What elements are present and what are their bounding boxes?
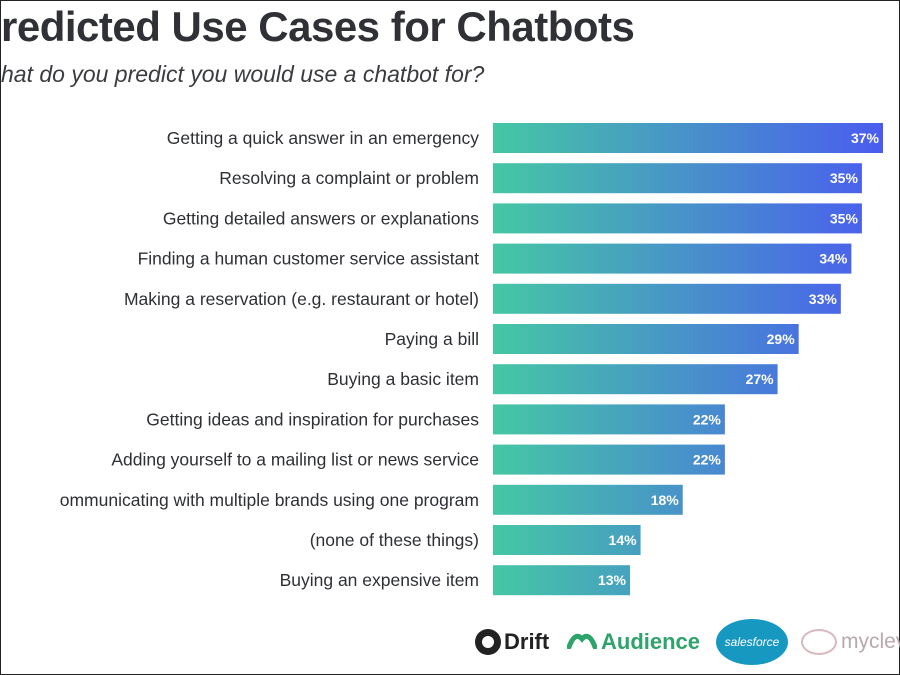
sponsor-logos: Drift Audience salesforce myclev [471, 617, 900, 669]
category-label: Adding yourself to a mailing list or new… [111, 450, 479, 470]
value-label: 22% [693, 452, 722, 468]
value-label: 22% [693, 411, 722, 427]
category-label: Getting detailed answers or explanations [163, 208, 479, 228]
drift-logo: Drift [475, 629, 549, 655]
myclever-logo-text: myclev [841, 630, 900, 653]
value-label: 34% [819, 251, 848, 267]
audience-logo-icon [566, 629, 598, 655]
bar [493, 364, 778, 395]
category-label: Resolving a complaint or problem [219, 168, 479, 188]
value-label: 18% [651, 492, 680, 508]
bar [493, 565, 631, 596]
value-label: 35% [830, 170, 859, 186]
value-label: 35% [830, 210, 859, 226]
audience-logo: Audience [566, 629, 701, 655]
chart-title: redicted Use Cases for Chatbots [1, 3, 635, 50]
chart-subtitle: hat do you predict you would use a chatb… [1, 61, 485, 87]
bar [493, 163, 862, 194]
value-label: 29% [767, 331, 796, 347]
bar [493, 203, 862, 234]
salesforce-logo-text: salesforce [724, 635, 780, 649]
myclever-logo-icon [801, 629, 837, 655]
myclever-logo: myclev [801, 629, 900, 655]
category-label: ommunicating with multiple brands using … [60, 490, 479, 510]
bar [493, 123, 883, 153]
category-label: Finding a human customer service assista… [138, 249, 480, 269]
bar [493, 283, 841, 314]
value-label: 27% [746, 371, 775, 387]
salesforce-logo: salesforce [716, 619, 788, 665]
bar [493, 484, 683, 515]
category-label: Buying a basic item [327, 369, 479, 389]
drift-logo-text: Drift [504, 629, 550, 654]
value-label: 13% [598, 572, 627, 588]
drift-logo-icon [475, 629, 501, 655]
value-label: 37% [851, 130, 880, 146]
value-label: 14% [609, 532, 638, 548]
category-label: Getting a quick answer in an emergency [167, 128, 479, 148]
bars-group: Getting a quick answer in an emergency 37… [60, 123, 883, 596]
bar [493, 444, 725, 475]
bar [493, 243, 852, 274]
category-label: Getting ideas and inspiration for purcha… [146, 409, 479, 429]
category-label: Paying a bill [385, 329, 479, 349]
category-label: (none of these things) [310, 530, 479, 550]
bar [493, 404, 725, 435]
value-label: 33% [809, 291, 838, 307]
bar [493, 525, 641, 555]
bar [493, 324, 799, 354]
bar-chart: Getting a quick answer in an emergency 37… [60, 123, 883, 596]
category-label: Buying an expensive item [280, 570, 479, 590]
category-label: Making a reservation (e.g. restaurant or… [124, 289, 479, 309]
audience-logo-text: Audience [601, 629, 701, 654]
